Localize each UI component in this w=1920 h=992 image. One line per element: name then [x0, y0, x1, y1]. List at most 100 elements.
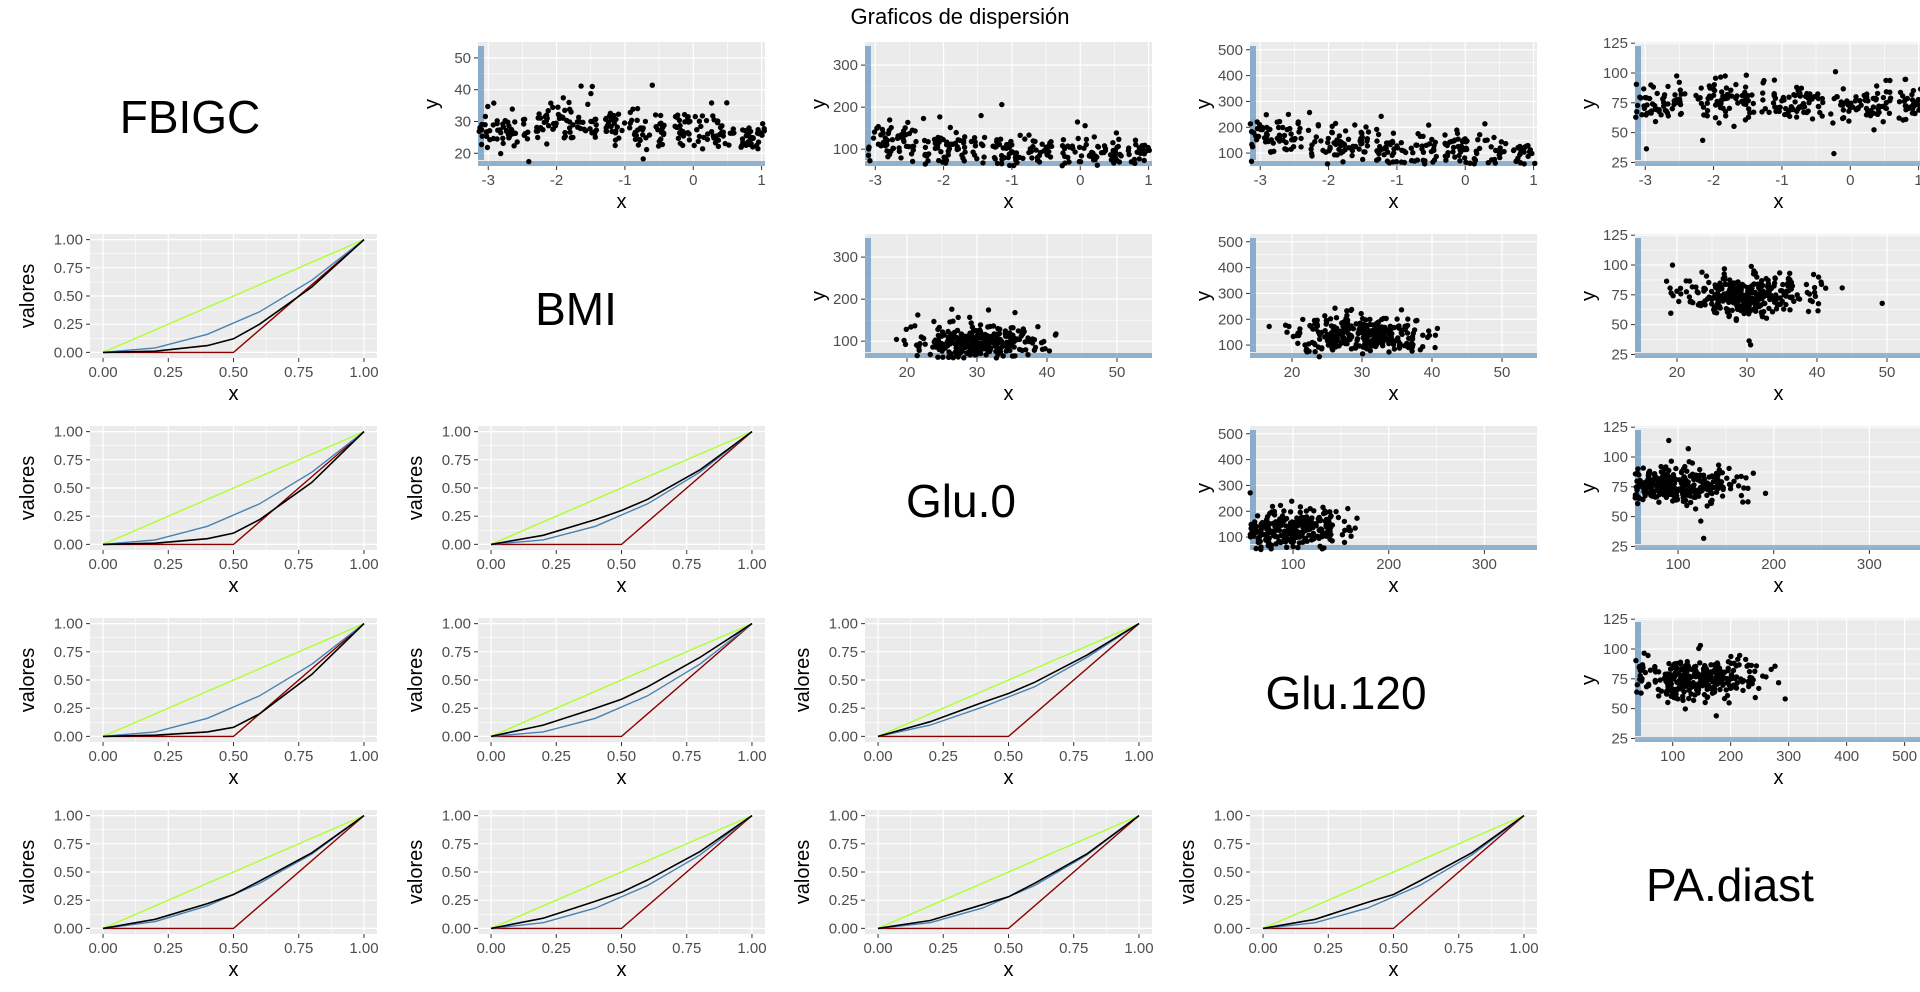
scatter-point: [1635, 495, 1641, 501]
scatter-point: [1688, 681, 1695, 687]
y-tick-label: 0.00: [829, 920, 858, 937]
scatter-point: [1391, 346, 1398, 352]
scatter-point: [1726, 700, 1732, 706]
scatter-point: [1083, 136, 1090, 143]
scatter-point: [1290, 543, 1296, 550]
scatter-point: [1693, 674, 1699, 680]
y-tick-label: 0.50: [442, 480, 471, 497]
scatter-point: [993, 355, 1000, 361]
scatter-point: [1282, 146, 1288, 152]
scatter-point: [1102, 147, 1109, 154]
scatter-point: [1146, 147, 1153, 153]
scatter-point: [1348, 533, 1354, 539]
scatter-point: [1811, 284, 1818, 291]
scatter-point: [1431, 147, 1437, 154]
x-tick-label: 1.00: [349, 364, 378, 381]
scatter-point: [1015, 328, 1022, 334]
y-tick-label: 25: [1611, 730, 1628, 747]
scatter-point: [875, 141, 882, 147]
scatter-point: [715, 143, 722, 149]
y-tick-label: 200: [833, 291, 858, 308]
scatter-point: [1312, 139, 1318, 145]
scatter-point: [1815, 91, 1821, 97]
x-tick-label: -1: [1390, 172, 1403, 189]
y-tick-label: 100: [1603, 65, 1628, 82]
scatter-point: [570, 122, 576, 128]
scatter-point: [922, 341, 928, 347]
scatter-point: [1726, 465, 1732, 472]
scatter-point: [952, 341, 958, 347]
scatter-point: [1698, 300, 1705, 306]
scatter-point: [1697, 642, 1704, 649]
scatter-point: [973, 348, 979, 354]
scatter-point: [967, 314, 973, 320]
y-tick-label: 0.50: [1214, 864, 1243, 881]
scatter-point: [1253, 545, 1259, 552]
scatter-point: [1396, 345, 1403, 351]
scatter-point: [973, 352, 979, 358]
scatter-point: [1728, 653, 1734, 660]
scatter-point: [1682, 706, 1689, 712]
scatter-point: [1319, 533, 1326, 540]
empirical-curve: [1262, 814, 1525, 930]
scatter-point: [954, 334, 960, 341]
y-tick-label: 50: [1611, 317, 1628, 334]
x-axis-label: x: [229, 575, 239, 597]
scatter-point: [1411, 327, 1418, 333]
scatter-point: [1420, 332, 1426, 338]
scatter-point: [1740, 687, 1746, 694]
scatter-point: [1916, 107, 1920, 113]
scatter-point: [1335, 514, 1342, 521]
scatter-point: [1321, 545, 1327, 551]
scatter-point: [1370, 322, 1376, 328]
x-tick-label: 0.00: [863, 940, 892, 957]
x-axis-label: x: [1774, 191, 1784, 213]
scatter-point: [1692, 472, 1698, 478]
scatter-point: [1727, 287, 1734, 294]
scatter-point: [1809, 298, 1816, 305]
scatter-point: [1686, 294, 1693, 300]
x-tick-label: 0.50: [994, 748, 1023, 765]
scatter-point: [545, 108, 551, 114]
scatter-point: [1761, 77, 1767, 84]
scatter-point: [589, 83, 595, 90]
scatter-point: [560, 95, 566, 101]
scatter-point: [1371, 334, 1377, 341]
scatter-point: [1782, 291, 1788, 297]
scatter-point: [1726, 282, 1732, 288]
scatter-point: [655, 127, 661, 133]
scatter-point: [1880, 119, 1886, 125]
scatter-point: [1115, 143, 1122, 150]
x-tick-label: 0.00: [476, 556, 505, 573]
x-tick-label: 0: [1076, 172, 1084, 189]
scatter-point: [672, 123, 678, 129]
x-tick-label: 0.75: [284, 556, 313, 573]
scatter-point: [1638, 95, 1644, 101]
scatter-point: [1008, 138, 1014, 145]
scatter-point: [655, 143, 662, 149]
y-tick-label: 100: [1603, 257, 1628, 274]
scatter-point: [1733, 81, 1739, 88]
scatter-point: [634, 117, 640, 124]
scatter-point: [1656, 491, 1663, 498]
scatter-point: [1349, 147, 1356, 154]
scatter-point: [1805, 308, 1812, 315]
y-tick-label: 125: [1603, 419, 1628, 436]
scatter-point: [1772, 104, 1778, 110]
scatter-point: [1874, 83, 1880, 89]
scatter-point: [914, 352, 920, 359]
scatter-point: [1704, 480, 1711, 486]
scatter-point: [908, 151, 915, 157]
scatter-point: [1715, 670, 1721, 677]
scatter-point: [1746, 668, 1753, 675]
scatter-point: [1672, 92, 1678, 98]
scatter-point: [755, 139, 762, 145]
scatter-point: [585, 101, 591, 108]
scatter-point: [1288, 131, 1294, 137]
scatter-point: [1755, 292, 1761, 298]
scatter-point: [1012, 309, 1018, 316]
perfect-line: [103, 815, 365, 930]
scatter-point: [640, 156, 646, 162]
scatter-point: [1718, 293, 1724, 299]
x-tick-label: 1.00: [1124, 940, 1153, 957]
